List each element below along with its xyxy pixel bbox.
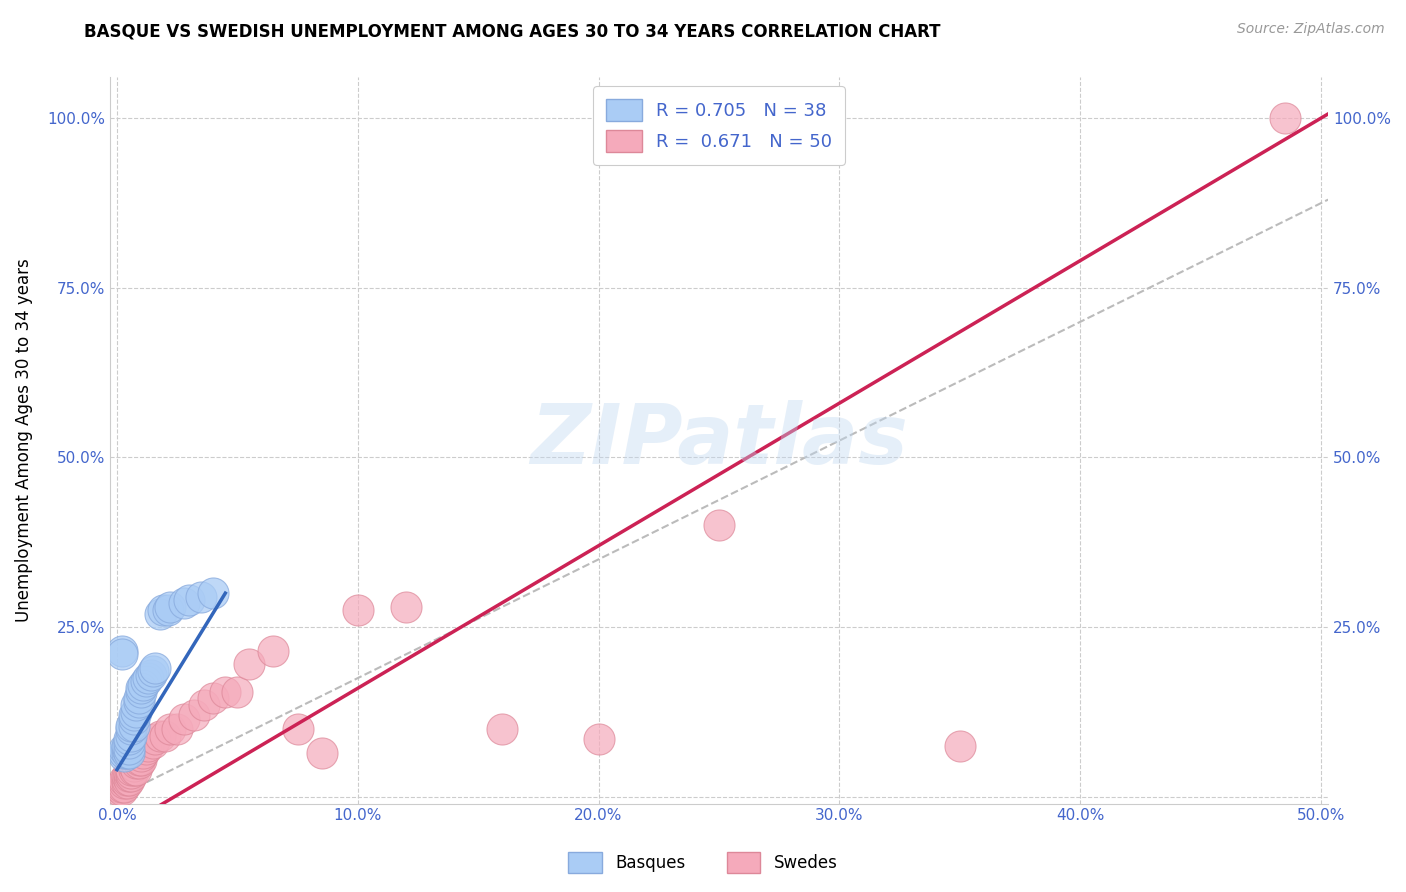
Point xyxy=(120,766,142,780)
Point xyxy=(125,756,148,770)
Point xyxy=(122,708,145,723)
Point xyxy=(115,772,138,787)
Point xyxy=(118,772,141,787)
Point xyxy=(111,783,134,797)
Point xyxy=(311,746,333,760)
Point xyxy=(132,678,155,692)
Point xyxy=(120,769,142,783)
Point xyxy=(159,722,181,736)
Point xyxy=(226,684,249,698)
Point xyxy=(145,661,167,675)
Point xyxy=(588,732,610,747)
Point xyxy=(214,684,236,698)
Point xyxy=(346,603,368,617)
Point xyxy=(142,665,165,679)
Point xyxy=(135,674,157,689)
Point xyxy=(125,705,148,719)
Point xyxy=(263,644,285,658)
Text: ZIPatlas: ZIPatlas xyxy=(530,400,908,481)
Point xyxy=(115,746,138,760)
Point xyxy=(122,759,145,773)
Point xyxy=(120,718,142,732)
Point xyxy=(111,780,134,794)
Point xyxy=(122,718,145,732)
Point xyxy=(125,698,148,713)
Point xyxy=(136,671,159,685)
Point xyxy=(145,732,167,747)
Point xyxy=(108,780,131,794)
Point xyxy=(129,749,152,764)
Point xyxy=(173,712,195,726)
Point xyxy=(125,763,148,777)
Point xyxy=(115,776,138,790)
Point xyxy=(118,766,141,780)
Point xyxy=(128,691,150,706)
Point xyxy=(129,681,152,696)
Point xyxy=(111,648,134,662)
Point xyxy=(122,763,145,777)
Point xyxy=(112,746,135,760)
Point xyxy=(183,708,205,723)
Point xyxy=(129,752,152,766)
Point xyxy=(202,586,225,600)
Point xyxy=(1274,111,1296,125)
Point xyxy=(179,593,201,607)
Point xyxy=(135,742,157,756)
Point xyxy=(149,607,172,621)
Y-axis label: Unemployment Among Ages 30 to 34 years: Unemployment Among Ages 30 to 34 years xyxy=(15,259,32,623)
Point xyxy=(173,596,195,610)
Point xyxy=(132,746,155,760)
Text: Source: ZipAtlas.com: Source: ZipAtlas.com xyxy=(1237,22,1385,37)
Point xyxy=(111,644,134,658)
Point xyxy=(287,722,309,736)
Point xyxy=(156,603,179,617)
Point xyxy=(115,742,138,756)
Point xyxy=(395,599,418,614)
Point xyxy=(129,684,152,698)
Point xyxy=(149,729,172,743)
Text: BASQUE VS SWEDISH UNEMPLOYMENT AMONG AGES 30 TO 34 YEARS CORRELATION CHART: BASQUE VS SWEDISH UNEMPLOYMENT AMONG AGE… xyxy=(84,22,941,40)
Point xyxy=(115,739,138,753)
Point xyxy=(949,739,972,753)
Point xyxy=(707,518,730,533)
Point xyxy=(118,769,141,783)
Point xyxy=(136,739,159,753)
Point xyxy=(112,780,135,794)
Point xyxy=(118,746,141,760)
Point xyxy=(118,735,141,749)
Point xyxy=(112,772,135,787)
Point xyxy=(139,667,162,681)
Point xyxy=(128,695,150,709)
Point xyxy=(128,752,150,766)
Point xyxy=(152,603,174,617)
Point xyxy=(112,776,135,790)
Point xyxy=(118,742,141,756)
Point xyxy=(202,691,225,706)
Point xyxy=(166,722,188,736)
Point xyxy=(238,657,260,672)
Point xyxy=(193,698,215,713)
Point xyxy=(128,756,150,770)
Point xyxy=(115,769,138,783)
Point xyxy=(112,749,135,764)
Legend: Basques, Swedes: Basques, Swedes xyxy=(562,846,844,880)
Point xyxy=(112,742,135,756)
Point xyxy=(108,783,131,797)
Point xyxy=(153,729,176,743)
Point xyxy=(190,590,212,604)
Point xyxy=(142,735,165,749)
Point xyxy=(120,729,142,743)
Point xyxy=(122,712,145,726)
Point xyxy=(118,732,141,747)
Point xyxy=(120,763,142,777)
Legend: R = 0.705   N = 38, R =  0.671   N = 50: R = 0.705 N = 38, R = 0.671 N = 50 xyxy=(593,87,845,165)
Point xyxy=(491,722,513,736)
Point xyxy=(120,722,142,736)
Point xyxy=(159,599,181,614)
